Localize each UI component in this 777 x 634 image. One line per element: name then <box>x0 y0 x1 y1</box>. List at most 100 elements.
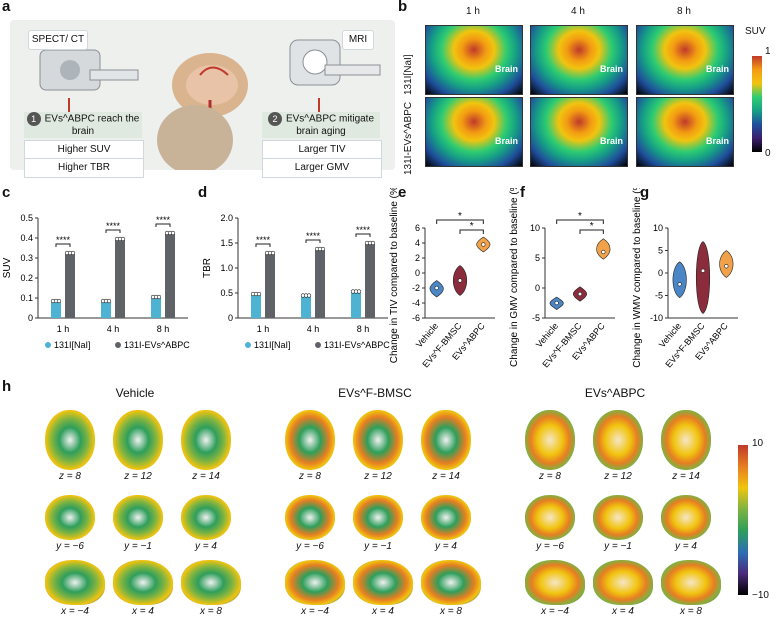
x-tick-label: 4 h <box>107 324 120 334</box>
legend-label: 131I[NaI] <box>54 340 91 350</box>
step-1-badge: 1 <box>26 112 41 126</box>
panel-c-label: c <box>2 184 11 201</box>
brain-slice-g1-r2-c3 <box>181 495 231 540</box>
slice-coordinate-label: z = 12 <box>604 471 632 482</box>
brain-label: Brain <box>599 64 623 74</box>
brain-slice-g3-r1-c2 <box>593 410 643 470</box>
slice-coordinate-label: y = −6 <box>536 541 564 552</box>
left-item-2: Higher TBR <box>24 158 144 178</box>
step-1-text: EVs^ABPC reach the brain <box>44 113 140 138</box>
median-point <box>577 291 583 297</box>
slice-coordinate-label: x = 8 <box>200 606 222 617</box>
y-tick-label: -2 <box>412 283 420 293</box>
y-tick-label: 0.5 <box>220 288 233 298</box>
y-tick-label: -10 <box>650 313 663 323</box>
h-colorbar-max: 10 <box>752 438 764 449</box>
slice-coordinate-label: y = 4 <box>195 541 217 552</box>
data-point <box>370 240 376 246</box>
median-point <box>481 242 486 247</box>
time-label-3: 8 h <box>677 6 691 17</box>
brain-slice-g1-r1-c1 <box>45 410 95 470</box>
brain-slice-g2-r3-c2 <box>353 560 413 605</box>
data-point <box>270 250 276 256</box>
brain-slice-g2-r3-c3 <box>421 560 481 605</box>
sig-bracket <box>459 229 484 234</box>
spect-image-r2-c2: Brain <box>530 97 628 167</box>
y-tick-label: 5 <box>658 246 663 256</box>
y-tick-label: -5 <box>532 313 540 323</box>
spect-scanner-illustration <box>30 40 140 100</box>
y-tick-label: 2.0 <box>220 213 233 223</box>
y-tick-label: -5 <box>655 291 663 301</box>
brain-slice-g2-r2-c3 <box>421 495 471 540</box>
slice-coordinate-label: y = −1 <box>364 541 392 552</box>
data-point <box>320 246 326 252</box>
y-tick-label: -4 <box>412 298 420 308</box>
slice-coordinate-label: z = 14 <box>672 471 700 482</box>
x-tick-label: 4 h <box>307 324 320 334</box>
y-tick-label: 0.5 <box>20 213 33 223</box>
brain-slice-g3-r3-c2 <box>593 560 653 605</box>
y-tick-label: 0 <box>535 283 540 293</box>
bar-c <box>101 300 111 318</box>
spect-image-r1-c3: Brain <box>636 25 734 95</box>
y-tick-label: 0 <box>28 313 33 323</box>
bar-c <box>65 252 75 318</box>
slice-coordinate-label: x = 4 <box>612 606 634 617</box>
y-tick-label: 10 <box>530 223 540 233</box>
group-title-2: EVs^F-BMSC <box>338 386 412 400</box>
h-colorbar <box>738 445 748 595</box>
y-tick-label: 0 <box>415 268 420 278</box>
x-tick-label: 8 h <box>357 324 370 334</box>
data-point <box>70 250 76 256</box>
panel-d-label: d <box>198 184 208 201</box>
data-point <box>356 289 362 294</box>
panel-g-label: g <box>640 184 650 201</box>
sig-label: * <box>470 221 474 232</box>
brain-slice-g2-r2-c1 <box>285 495 335 540</box>
slice-coordinate-label: z = 12 <box>124 471 152 482</box>
slice-coordinate-label: y = −1 <box>604 541 632 552</box>
y-tick-label: 0.4 <box>20 233 33 243</box>
slice-coordinate-label: z = 8 <box>59 471 81 482</box>
slice-coordinate-label: z = 14 <box>432 471 460 482</box>
panel-b-label: b <box>398 0 408 15</box>
slice-coordinate-label: y = 4 <box>675 541 697 552</box>
brain-slice-g2-r3-c1 <box>285 560 345 605</box>
sig-label: **** <box>56 235 71 245</box>
arrow-up-right <box>318 98 320 112</box>
brain-slice-g3-r2-c2 <box>593 495 643 540</box>
data-point <box>170 230 176 236</box>
median-point <box>457 278 463 283</box>
y-axis-label: TBR <box>202 258 213 278</box>
sig-bracket <box>155 223 171 227</box>
spect-image-r2-c3: Brain <box>636 97 734 167</box>
y-tick-label: 2 <box>415 253 420 263</box>
brain-slice-g3-r1-c1 <box>525 410 575 470</box>
bar-c <box>51 300 61 318</box>
brain-slice-g1-r3-c2 <box>113 560 173 605</box>
violin-f <box>596 238 611 260</box>
slice-coordinate-label: x = −4 <box>301 606 329 617</box>
median-point <box>700 268 706 273</box>
legend-label: 131I-EVs^ABPC <box>124 340 190 350</box>
bar-c <box>165 232 175 318</box>
data-point <box>106 298 112 304</box>
y-tick-label: 1.0 <box>220 263 233 273</box>
sig-label: **** <box>306 231 321 241</box>
colorbar-min: 0 <box>765 148 771 159</box>
bar-d <box>315 248 325 318</box>
sig-bracket <box>436 219 484 224</box>
right-item-2: Larger GMV <box>262 158 382 178</box>
step-1-box: 1 EVs^ABPC reach the brain <box>24 112 142 138</box>
legend-marker <box>315 342 321 348</box>
brain-slice-g1-r3-c1 <box>45 560 105 605</box>
row-label-evs: 131I-EVs^ABPC <box>403 101 414 175</box>
group-title-1: Vehicle <box>115 386 155 400</box>
median-point <box>434 285 439 291</box>
brain-slice-g1-r1-c2 <box>113 410 163 470</box>
sig-label: **** <box>156 215 171 225</box>
y-tick-label: 5 <box>535 253 540 263</box>
brain-slice-g3-r1-c3 <box>661 410 711 470</box>
median-point <box>724 264 729 269</box>
